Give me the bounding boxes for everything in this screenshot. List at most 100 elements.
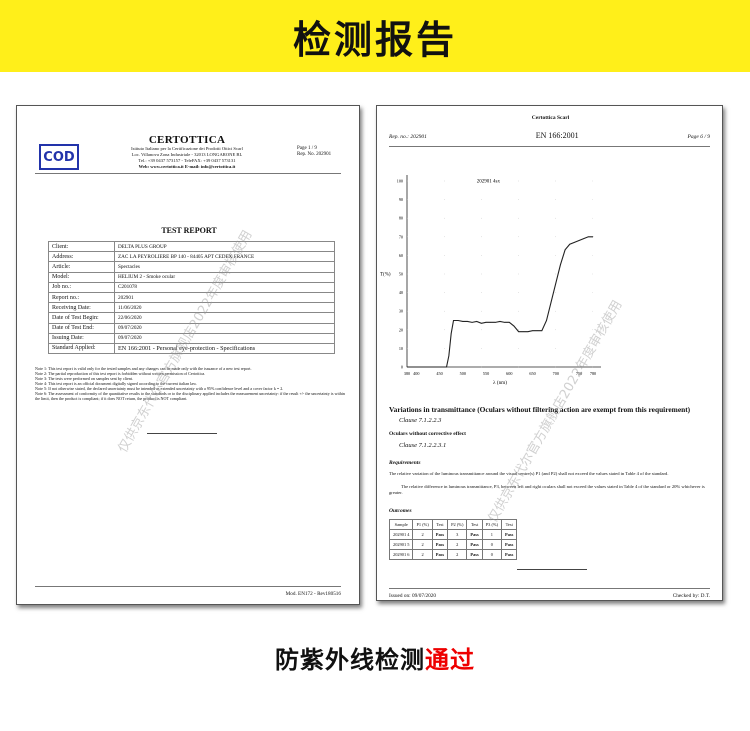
y-tick-label: 30 <box>399 309 403 314</box>
table-row: 202901 6 2 Pass 2 Pass 0 Pass <box>388 549 518 560</box>
y-tick-label: 60 <box>399 253 403 258</box>
note: Note 1: This test report is valid only f… <box>35 366 252 371</box>
info-label: Receiving Date: <box>48 302 115 314</box>
requirements-label: Requirements <box>389 460 421 466</box>
outcomes-table: Sample P1 (%) Test P2 (%) Test P3 (%) Test 2029… <box>388 519 518 560</box>
transmittance-chart: 0 10 20 30 40 50 60 70 80 90 100 380 400 450 500 550 600… <box>380 175 601 386</box>
table-cell: Pass <box>466 549 483 560</box>
transmittance-curve <box>407 236 593 368</box>
divider <box>389 588 710 589</box>
header-cell: Test <box>501 519 518 530</box>
report-number: Rep. No. 202901 <box>297 152 332 157</box>
table-cell: Pass <box>501 529 518 540</box>
verdict: 防紫外线检测通过 <box>0 640 750 675</box>
x-tick-label: 600 <box>506 371 512 376</box>
banner: 检测报告 <box>0 0 750 72</box>
header-cell: Test <box>431 519 449 530</box>
x-tick-label: 700 <box>553 371 559 376</box>
x-tick-label: 780 <box>590 371 596 376</box>
info-label: Report no.: <box>48 291 115 304</box>
table-cell: Pass <box>431 529 449 540</box>
org-name: CERTOTTICA <box>148 134 226 146</box>
note: Note 2: The partial reproduction of this… <box>35 371 206 376</box>
x-tick-label: 400 <box>413 371 419 376</box>
notes: Note 1: This test report is valid only f… <box>35 366 347 401</box>
requirement-text: The relative difference in luminous tran… <box>389 484 705 495</box>
info-label: Date of Test Begin: <box>48 312 115 324</box>
note: Note 3: The tests were performed on samp… <box>35 376 134 381</box>
info-label: Job no.: <box>48 281 115 293</box>
x-tick-label: 650 <box>529 371 535 376</box>
table-cell: 2 <box>412 529 433 540</box>
table-cell: 3 <box>447 529 468 540</box>
table-cell: 1 <box>481 529 503 540</box>
note: Note 6: The assessment of conformity of … <box>35 391 345 401</box>
data-point <box>406 366 408 368</box>
org-header: CERTOTTICA Istituto Italiano per la Cert… <box>87 134 287 170</box>
info-row: Model: HELIUM 2 - Smoke ocular <box>48 271 335 283</box>
data-point <box>527 331 529 332</box>
info-label: Client: <box>48 240 115 253</box>
info-label: Model: <box>48 271 115 283</box>
data-point <box>476 321 478 322</box>
info-row: Report no.: 202901 <box>48 291 335 304</box>
data-point <box>509 322 510 323</box>
table-row: 202901 4 2 Pass 3 Pass 1 Pass <box>388 529 518 540</box>
info-row: Client: DELTA PLUS GROUP <box>48 240 335 253</box>
y-tick-label: 10 <box>399 346 403 351</box>
table-cell: 2 <box>447 539 468 550</box>
header-cell: P1 (%) <box>412 519 433 530</box>
y-axis-label: T(%) <box>380 273 391 278</box>
data-point <box>578 240 580 241</box>
data-point <box>588 236 589 238</box>
data-point <box>504 322 505 323</box>
info-value: 11/06/2020 <box>114 302 335 314</box>
clause: Clause 7.1.2.2.3.1 <box>399 442 447 449</box>
data-point <box>564 249 566 251</box>
y-tick-label: 0 <box>401 365 403 370</box>
table-cell: Pass <box>431 539 449 550</box>
data-point <box>490 322 491 323</box>
data-point <box>583 238 584 239</box>
page-title: Certottica Scarl <box>531 115 570 121</box>
form-code: Mod. EN172 - Rev180516 <box>285 591 341 597</box>
data-point <box>550 301 552 303</box>
org-line: Loc. Villanova Zona Industriale - 32013 … <box>131 152 243 157</box>
header-cell: Sample <box>388 519 414 530</box>
table-cell: 2 <box>447 549 468 560</box>
report-number: Rep. no.: 202901 <box>389 134 427 140</box>
data-point <box>485 322 487 323</box>
info-value: EN 166:2001 - Personal eye-protection - … <box>114 342 335 355</box>
data-point <box>518 331 519 332</box>
report-info-table: Client: DELTA PLUS GROUP Address: ZAC LA PE… <box>48 240 335 355</box>
test-report-page-6: Certottica Scarl Rep. no.: 202901 EN 166… <box>376 105 723 601</box>
banner-title: 检测报告 <box>292 17 457 62</box>
subheading: Oculars without corrective effect <box>389 431 467 437</box>
data-point <box>453 320 454 321</box>
data-point <box>592 236 594 238</box>
info-value: 09/07/2020 <box>114 332 335 344</box>
data-point <box>495 322 496 323</box>
page-number: Page 6 / 9 <box>687 134 710 140</box>
y-tick-label: 20 <box>399 327 403 332</box>
info-label: Address: <box>48 251 115 263</box>
data-point <box>569 243 571 245</box>
issued-date: Issued on: 09/07/2020 <box>389 593 437 599</box>
org-line: Tel.: +39 0437 573157 - TeleFAX: +39 043… <box>138 158 236 163</box>
data-point <box>574 242 575 243</box>
table-cell: 0 <box>481 549 503 560</box>
info-label: Standard Applied: <box>48 342 115 355</box>
x-tick-label: 550 <box>483 371 489 376</box>
y-tick-label: 100 <box>397 179 403 184</box>
info-label: Article: <box>48 261 115 273</box>
info-label: Date of Test End: <box>48 322 115 334</box>
y-tick-label: 90 <box>399 197 403 202</box>
verdict-result: 通过 <box>425 646 475 674</box>
x-tick-label: 450 <box>436 371 442 376</box>
x-tick-label: 750 <box>576 371 582 376</box>
x-tick-label: 380 <box>404 371 410 376</box>
x-axis-label: λ (nm) <box>493 379 507 386</box>
test-report-page-1: COD CERTOTTICA Istituto Italiano per la … <box>16 105 360 605</box>
info-row: Job no.: C201078 <box>48 281 335 293</box>
org-line: Web: www.certottica.it E-mail: info@cert… <box>138 164 236 169</box>
